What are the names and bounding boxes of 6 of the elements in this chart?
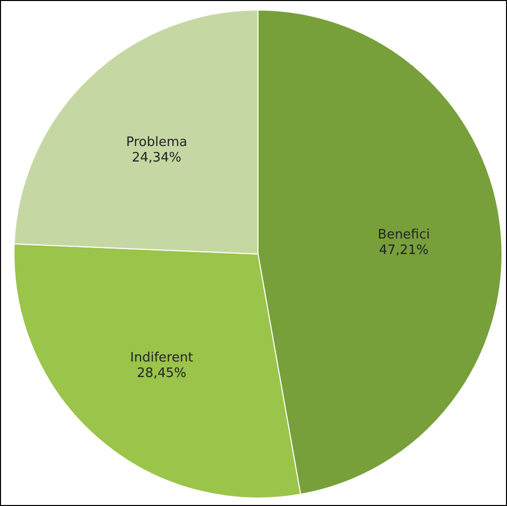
slice-label: Indiferent: [130, 350, 194, 366]
data-label: 47,21%: [379, 243, 429, 258]
data-label: 24,34%: [132, 150, 182, 166]
slice-label: Benefici: [378, 228, 430, 243]
data-label: 28,45%: [136, 366, 186, 382]
slice-label: Problema: [126, 134, 188, 150]
